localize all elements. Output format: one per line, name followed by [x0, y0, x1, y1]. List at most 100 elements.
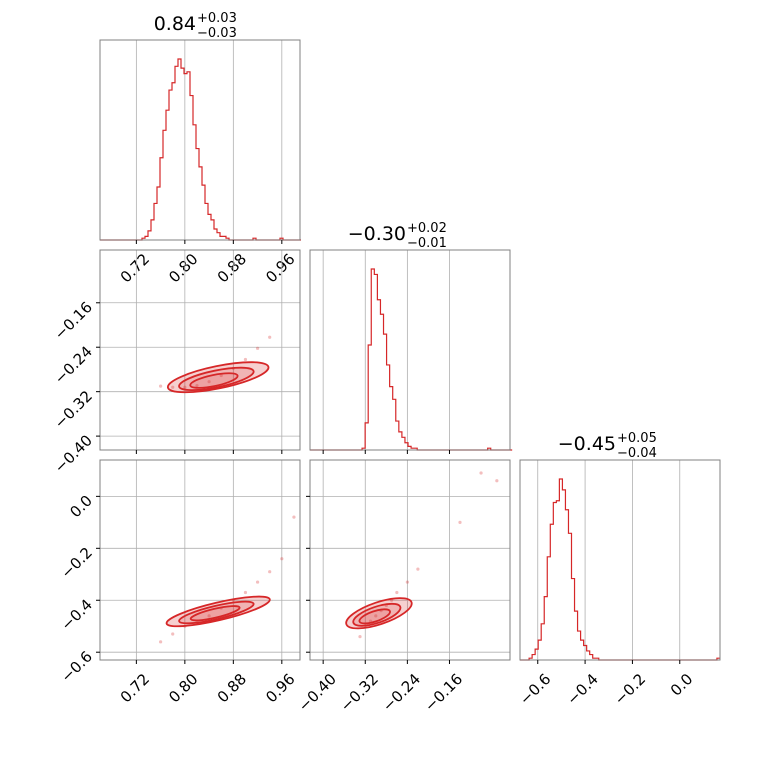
- title-value: −0.30: [348, 223, 406, 245]
- scatter-point: [416, 567, 420, 571]
- scatter-point: [207, 380, 211, 384]
- scatter-point: [207, 614, 211, 618]
- scatter-point: [495, 479, 499, 483]
- scatter-point: [479, 471, 483, 475]
- histogram-1-1: [100, 58, 301, 241]
- panel-title-2-2: −0.30 +0.02−0.01: [348, 221, 447, 251]
- grid-3-2: [310, 460, 510, 660]
- histogram-bin: [175, 66, 178, 240]
- title-minus-error: −0.01: [407, 236, 447, 251]
- x-tick-label-0-80: 0.80: [165, 250, 201, 286]
- scatter-point: [255, 346, 260, 350]
- y-tick-label-minus0-6: −0.6: [58, 647, 96, 685]
- density-contour: [358, 608, 391, 625]
- scatter-point: [405, 580, 409, 584]
- scatter-point: [458, 520, 462, 524]
- density-contour: [178, 366, 255, 391]
- histogram-bin: [377, 300, 380, 450]
- title-value: 0.84: [154, 13, 196, 35]
- histogram-bin: [562, 490, 565, 660]
- y-tick-label-minus0-32: −0.32: [51, 387, 96, 432]
- grid-2-2: [322, 250, 450, 450]
- scatter-point: [195, 383, 199, 388]
- title-value: −0.45: [558, 433, 616, 455]
- x-tick-label-minus0-6: −0.6: [516, 670, 554, 708]
- x-tick-label-0-88: 0.88: [214, 250, 250, 286]
- y-tick-label-minus0-16: −0.16: [51, 298, 96, 343]
- scatter-point: [255, 580, 260, 584]
- panel-frame-3-1: [99, 459, 301, 661]
- histogram-step-line: [100, 58, 301, 241]
- scatter-point: [374, 614, 378, 618]
- panel-title-3-3: −0.45 +0.05−0.04: [558, 431, 657, 461]
- x-tick-label-minus0-40: −0.40: [295, 670, 340, 715]
- scatter-point: [183, 385, 187, 389]
- x-tick-label-0-96: 0.96: [262, 670, 298, 706]
- histogram-bin: [172, 83, 175, 240]
- title-minus-error: −0.04: [617, 446, 657, 461]
- histogram-bin: [169, 90, 172, 240]
- scatter-point: [171, 632, 175, 636]
- x-tick-label-minus0-4: −0.4: [563, 670, 601, 708]
- histogram-bin: [178, 59, 181, 240]
- y-tick-label-minus0-2: −0.2: [58, 544, 96, 582]
- density-contour: [165, 595, 271, 628]
- histogram-bin: [374, 274, 377, 450]
- density-contour: [189, 372, 239, 389]
- scatter-point: [358, 635, 362, 639]
- density-contour: [352, 602, 402, 627]
- title-plus-error: +0.03: [197, 11, 237, 26]
- histogram-step-line: [310, 268, 513, 451]
- histogram-2-2: [310, 268, 513, 451]
- scatter-point: [292, 515, 296, 519]
- x-tick-label-minus0-32: −0.32: [337, 670, 382, 715]
- scatter-point: [243, 357, 248, 362]
- scatter-point: [159, 640, 163, 644]
- title-plus-error: +0.02: [407, 221, 447, 236]
- density-plot-3-1: [159, 515, 296, 644]
- panel-frame-1-1: [99, 39, 301, 241]
- panel-frame-3-3: [519, 459, 721, 661]
- grid-3-1: [100, 460, 300, 660]
- x-tick-label-0-96: 0.96: [262, 250, 298, 286]
- histogram-bin: [181, 68, 184, 240]
- y-tick-label-minus0-40: −0.40: [51, 431, 96, 476]
- grid-3-3: [537, 460, 681, 660]
- histogram-bin: [559, 479, 562, 660]
- density-plot-3-2: [345, 471, 499, 639]
- title-plus-error: +0.05: [617, 431, 657, 446]
- panel-frame-3-2: [309, 459, 511, 661]
- y-tick-label-minus0-4: −0.4: [58, 596, 96, 634]
- y-tick-label-0-0: 0.0: [66, 492, 96, 522]
- grid-1-1: [135, 40, 283, 240]
- histogram-step-line: [520, 478, 720, 661]
- x-tick-label-minus0-2: −0.2: [611, 670, 649, 708]
- density-plot-2-1: [159, 335, 272, 394]
- panel-frame-2-2: [309, 249, 511, 451]
- scatter-point: [219, 373, 223, 378]
- scatter-point: [268, 570, 272, 574]
- x-tick-label-0-0: 0.0: [667, 670, 697, 700]
- scatter-point: [395, 590, 399, 595]
- scatter-point: [268, 335, 272, 339]
- grid-2-1: [100, 250, 300, 450]
- scatter-point: [171, 385, 175, 389]
- x-tick-label-minus0-16: −0.16: [421, 670, 466, 715]
- x-tick-label-0-72: 0.72: [117, 670, 153, 706]
- panel-frame-2-1: [99, 249, 301, 451]
- density-contour: [178, 600, 255, 625]
- histogram-bin: [187, 72, 190, 240]
- title-minus-error: −0.03: [197, 26, 237, 41]
- panel-title-1-1: 0.84 +0.03−0.03: [154, 11, 237, 41]
- histogram-bin: [556, 501, 559, 660]
- y-tick-label-minus0-24: −0.24: [51, 343, 96, 388]
- scatter-point: [280, 557, 284, 561]
- histogram-bin: [553, 503, 556, 660]
- histogram-3-3: [520, 478, 720, 661]
- density-contour: [166, 361, 270, 394]
- scatter-point: [159, 384, 163, 388]
- x-tick-label-0-80: 0.80: [165, 670, 201, 706]
- x-tick-label-0-72: 0.72: [117, 250, 153, 286]
- density-contour: [345, 597, 413, 630]
